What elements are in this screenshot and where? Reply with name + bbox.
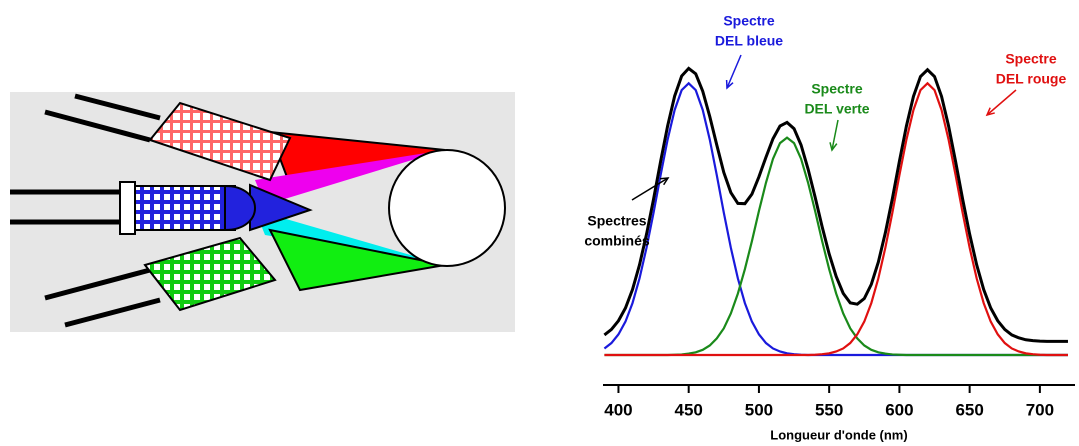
arrow-head	[725, 79, 734, 90]
x-tick-label: 700	[1026, 400, 1054, 419]
x-tick-label: 450	[675, 400, 703, 419]
series-label: Spectre	[811, 81, 863, 97]
led-diagram	[10, 92, 515, 332]
label-arrow	[631, 177, 669, 201]
series-label: DEL bleue	[715, 33, 783, 49]
series-label: DEL rouge	[996, 71, 1067, 87]
series-label: Spectre	[723, 13, 775, 29]
x-tick-label: 400	[604, 400, 632, 419]
x-tick-label: 650	[955, 400, 983, 419]
series-label: combinés	[584, 233, 650, 249]
series-line	[603, 66, 1068, 343]
x-tick-label: 600	[885, 400, 913, 419]
series-line	[603, 81, 1068, 357]
x-tick-label: 500	[745, 400, 773, 419]
series-line	[604, 81, 1068, 357]
arrow-head	[985, 107, 995, 117]
arrow-head	[659, 177, 670, 186]
label-arrow	[726, 54, 742, 89]
x-axis-title: Longueur d'onde (nm)	[770, 427, 907, 442]
label-arrow	[986, 89, 1017, 116]
series-label: DEL verte	[804, 101, 869, 117]
x-tick-label: 550	[815, 400, 843, 419]
series-label: Spectres	[587, 213, 646, 229]
arrow-head	[829, 142, 838, 152]
series-label: Spectre	[1005, 51, 1057, 67]
label-arrow	[831, 119, 839, 151]
